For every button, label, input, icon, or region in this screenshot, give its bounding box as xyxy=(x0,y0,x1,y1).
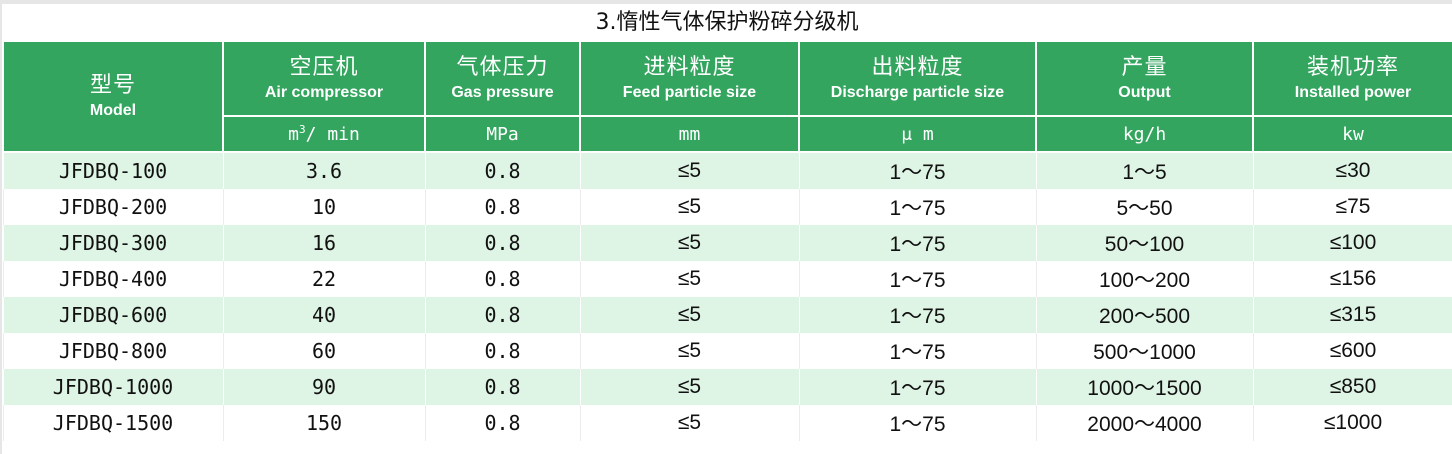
cell-discharge-size: 1～75 xyxy=(798,369,1037,405)
cell-feed-size: ≤5 xyxy=(579,405,800,441)
cell-air-compressor: 3.6 xyxy=(222,152,426,189)
cell-discharge-size: 1～75 xyxy=(798,333,1037,369)
cell-gas-pressure: 0.8 xyxy=(424,369,581,405)
spec-sheet: 3.惰性气体保护粉碎分级机 型号 Model 空压机 Air compresso… xyxy=(2,4,1452,454)
cell-feed-size: ≤5 xyxy=(579,189,800,225)
unit-feed-size: mm xyxy=(579,115,800,153)
cell-model: JFDBQ-100 xyxy=(2,152,224,189)
cell-installed-power: ≤156 xyxy=(1252,261,1452,297)
table-row: JFDBQ-600 40 0.8 ≤5 1～75 200～500 ≤315 xyxy=(2,297,1452,333)
table-row: JFDBQ-100 3.6 0.8 ≤5 1～75 1～5 ≤30 xyxy=(2,152,1452,189)
cell-output: 5～50 xyxy=(1035,189,1254,225)
unit-gas-pressure: MPa xyxy=(424,115,581,153)
header-feed-size: 进料粒度 Feed particle size xyxy=(579,40,800,117)
cell-installed-power: ≤75 xyxy=(1252,189,1452,225)
header-model: 型号 Model xyxy=(2,40,224,153)
table-row: JFDBQ-800 60 0.8 ≤5 1～75 500～1000 ≤600 xyxy=(2,333,1452,369)
cell-model: JFDBQ-1000 xyxy=(2,369,224,405)
cell-model: JFDBQ-400 xyxy=(2,261,224,297)
cell-output: 1000～1500 xyxy=(1035,369,1254,405)
cell-gas-pressure: 0.8 xyxy=(424,189,581,225)
cell-discharge-size: 1～75 xyxy=(798,297,1037,333)
header-gas-pressure: 气体压力 Gas pressure xyxy=(424,40,581,117)
cell-gas-pressure: 0.8 xyxy=(424,152,581,189)
cell-feed-size: ≤5 xyxy=(579,333,800,369)
cell-feed-size: ≤5 xyxy=(579,225,800,261)
cell-air-compressor: 90 xyxy=(222,369,426,405)
unit-installed-power: kw xyxy=(1252,115,1452,153)
cell-installed-power: ≤315 xyxy=(1252,297,1452,333)
cell-installed-power: ≤850 xyxy=(1252,369,1452,405)
cell-installed-power: ≤100 xyxy=(1252,225,1452,261)
cell-model: JFDBQ-1500 xyxy=(2,405,224,441)
cell-installed-power: ≤30 xyxy=(1252,152,1452,189)
header-output: 产量 Output xyxy=(1035,40,1254,117)
cell-model: JFDBQ-800 xyxy=(2,333,224,369)
table-row: JFDBQ-1500 150 0.8 ≤5 1～75 2000～4000 ≤1000 xyxy=(2,405,1452,441)
cell-output: 100～200 xyxy=(1035,261,1254,297)
header-discharge-size: 出料粒度 Discharge particle size xyxy=(798,40,1037,117)
cell-output: 2000～4000 xyxy=(1035,405,1254,441)
cell-feed-size: ≤5 xyxy=(579,297,800,333)
table-title: 3.惰性气体保护粉碎分级机 xyxy=(595,10,859,35)
unit-air-compressor: m3/ min xyxy=(222,115,426,153)
cell-air-compressor: 40 xyxy=(222,297,426,333)
cell-output: 500～1000 xyxy=(1035,333,1254,369)
cell-discharge-size: 1～75 xyxy=(798,261,1037,297)
header-air-compressor: 空压机 Air compressor xyxy=(222,40,426,117)
cell-air-compressor: 22 xyxy=(222,261,426,297)
cell-feed-size: ≤5 xyxy=(579,152,800,189)
table-row: JFDBQ-400 22 0.8 ≤5 1～75 100～200 ≤156 xyxy=(2,261,1452,297)
cell-feed-size: ≤5 xyxy=(579,261,800,297)
cell-discharge-size: 1～75 xyxy=(798,405,1037,441)
cell-air-compressor: 16 xyxy=(222,225,426,261)
cell-discharge-size: 1～75 xyxy=(798,189,1037,225)
cell-feed-size: ≤5 xyxy=(579,369,800,405)
table-row: JFDBQ-1000 90 0.8 ≤5 1～75 1000～1500 ≤850 xyxy=(2,369,1452,405)
cell-discharge-size: 1～75 xyxy=(798,152,1037,189)
table-row: JFDBQ-300 16 0.8 ≤5 1～75 50～100 ≤100 xyxy=(2,225,1452,261)
cell-air-compressor: 10 xyxy=(222,189,426,225)
cell-installed-power: ≤600 xyxy=(1252,333,1452,369)
cell-output: 200～500 xyxy=(1035,297,1254,333)
unit-discharge-size: μ m xyxy=(798,115,1037,153)
cell-discharge-size: 1～75 xyxy=(798,225,1037,261)
spec-table: 型号 Model 空压机 Air compressor 气体压力 Gas pre… xyxy=(2,40,1452,441)
cell-output: 1～5 xyxy=(1035,152,1254,189)
unit-output: kg/h xyxy=(1035,115,1254,153)
cell-gas-pressure: 0.8 xyxy=(424,333,581,369)
cell-gas-pressure: 0.8 xyxy=(424,225,581,261)
cell-installed-power: ≤1000 xyxy=(1252,405,1452,441)
cell-air-compressor: 60 xyxy=(222,333,426,369)
cell-model: JFDBQ-600 xyxy=(2,297,224,333)
cell-gas-pressure: 0.8 xyxy=(424,297,581,333)
table-row: JFDBQ-200 10 0.8 ≤5 1～75 5～50 ≤75 xyxy=(2,189,1452,225)
cell-gas-pressure: 0.8 xyxy=(424,261,581,297)
cell-gas-pressure: 0.8 xyxy=(424,405,581,441)
cell-model: JFDBQ-200 xyxy=(2,189,224,225)
cell-output: 50～100 xyxy=(1035,225,1254,261)
header-installed-power: 装机功率 Installed power xyxy=(1252,40,1452,117)
cell-air-compressor: 150 xyxy=(222,405,426,441)
cell-model: JFDBQ-300 xyxy=(2,225,224,261)
